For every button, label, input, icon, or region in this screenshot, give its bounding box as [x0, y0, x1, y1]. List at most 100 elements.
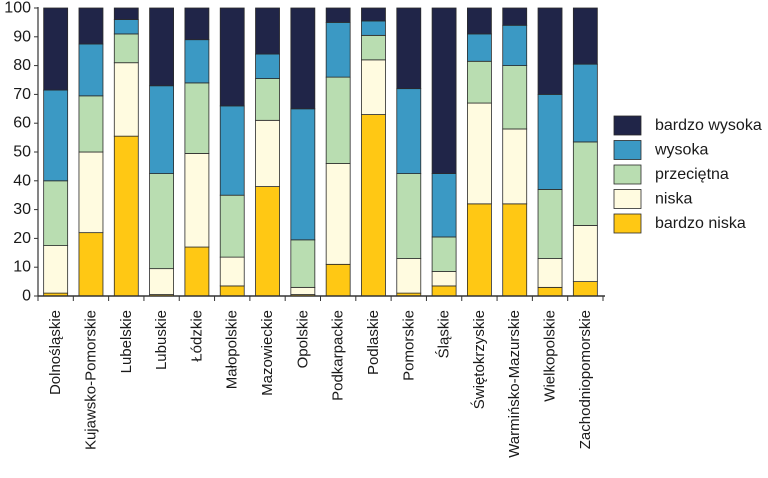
- category-label: Śląskie: [435, 310, 453, 358]
- bar-segment-6-4: [219, 105, 245, 196]
- bar-segment-10-2: [361, 59, 386, 115]
- bar-segment-7-3: [255, 78, 280, 121]
- bar-segment-7-4: [255, 53, 280, 79]
- bar-segment-1-2: [43, 245, 69, 294]
- bar-segment-6-1: [219, 285, 245, 297]
- bar-segment-2-4: [78, 43, 104, 97]
- bar-segment-7-1: [255, 186, 280, 297]
- legend-swatch: [613, 189, 642, 209]
- bar-segment-5-2: [184, 153, 210, 248]
- category-label: Lubelskie: [118, 310, 135, 373]
- bar-segment-9-2: [325, 163, 351, 265]
- category-label: Dolnośląskie: [47, 310, 64, 395]
- bar-segment-9-3: [325, 76, 351, 164]
- y-tick-label: 10: [13, 259, 31, 276]
- bar-segment-10-1: [361, 114, 386, 297]
- bar-segment-8-2: [290, 286, 316, 295]
- bar-segment-4-5: [149, 7, 174, 87]
- bar-segment-12-1: [431, 285, 457, 297]
- y-tick-label: 20: [13, 230, 31, 247]
- category-label: Wielkopolskie: [542, 310, 559, 402]
- bar-segment-4-4: [149, 85, 174, 174]
- bar-segment-3-4: [113, 19, 139, 35]
- bar-segment-1-3: [43, 180, 69, 247]
- bar-segment-8-4: [290, 108, 316, 241]
- category-label: Podlaskie: [365, 310, 382, 375]
- bar-segment-16-3: [572, 141, 598, 226]
- category-label: Podkarpackie: [330, 310, 347, 401]
- bar-segment-15-2: [537, 258, 563, 288]
- bar-segment-14-3: [502, 65, 528, 130]
- y-tick-label: 90: [13, 28, 31, 45]
- bar-segment-10-4: [361, 20, 386, 36]
- bar-segment-13-1: [467, 203, 492, 297]
- bar-segment-6-5: [219, 7, 245, 107]
- legend-swatch: [613, 140, 642, 160]
- bar-segment-10-3: [361, 34, 386, 61]
- legend: bardzo wysoka wysoka przeciętna niska bardzo…: [613, 115, 762, 234]
- y-tick-label: 70: [13, 86, 31, 103]
- bar-segment-6-3: [219, 194, 245, 258]
- bar-segment-8-5: [290, 7, 316, 110]
- category-label: Mazowieckie: [259, 310, 276, 396]
- legend-swatch: [613, 164, 642, 185]
- y-tick-label: 60: [13, 115, 31, 132]
- bar-segment-9-5: [325, 7, 351, 23]
- bar-segment-13-3: [467, 60, 492, 104]
- bar-segment-16-2: [572, 225, 598, 283]
- bar-segment-15-3: [537, 189, 563, 259]
- bars-layer: [43, 7, 598, 297]
- bar-segment-11-3: [396, 173, 422, 259]
- bar-segment-8-3: [290, 239, 316, 288]
- bar-segment-5-4: [184, 39, 210, 84]
- axis-layer: Dolnośląskie Kujawsko-Pomorskie Lubelskie L…: [4, 0, 605, 458]
- category-label: Lubuskie: [153, 310, 170, 370]
- bar-segment-16-5: [572, 7, 598, 65]
- bar-segment-9-1: [325, 263, 351, 297]
- bar-segment-16-4: [572, 63, 598, 143]
- category-label: Kujawsko-Pomorskie: [82, 310, 99, 450]
- y-tick-label: 80: [13, 57, 31, 74]
- bar-segment-4-2: [149, 268, 174, 295]
- category-label: Łódzkie: [188, 310, 205, 362]
- bar-segment-7-5: [255, 7, 280, 55]
- y-tick-label: 40: [13, 172, 31, 189]
- bar-segment-3-5: [113, 7, 139, 20]
- category-label: Pomorskie: [400, 310, 417, 381]
- legend-label: wysoka: [654, 142, 708, 159]
- bar-segment-5-3: [184, 82, 210, 154]
- bar-segment-2-5: [78, 7, 104, 45]
- y-tick-label: 0: [22, 288, 31, 305]
- bar-segment-15-4: [537, 94, 563, 190]
- bar-segment-3-1: [113, 135, 139, 297]
- legend-label: przeciętna: [655, 166, 729, 183]
- bar-segment-12-2: [431, 271, 457, 287]
- bar-segment-4-3: [149, 173, 174, 270]
- bar-segment-13-5: [467, 7, 492, 35]
- legend-swatch: [613, 213, 642, 234]
- bar-segment-2-1: [78, 232, 104, 297]
- bar-segment-12-5: [431, 7, 457, 175]
- bar-segment-14-5: [502, 7, 528, 26]
- bar-segment-14-2: [502, 128, 528, 205]
- legend-swatch: [613, 115, 642, 136]
- bar-segment-15-1: [537, 286, 563, 297]
- bar-segment-11-4: [396, 88, 422, 174]
- bar-segment-7-2: [255, 119, 280, 187]
- bar-segment-3-3: [113, 33, 139, 64]
- y-tick-label: 100: [4, 0, 31, 17]
- category-label: Warmińsko-Mazurskie: [506, 310, 523, 458]
- y-tick-label: 50: [13, 144, 31, 161]
- category-label: Małopolskie: [224, 310, 241, 389]
- bar-segment-5-5: [184, 7, 210, 41]
- bar-segment-2-3: [78, 95, 104, 153]
- bar-segment-14-4: [502, 24, 528, 67]
- bar-segment-14-1: [502, 203, 528, 297]
- bar-segment-13-4: [467, 33, 492, 62]
- bar-segment-12-4: [431, 173, 457, 238]
- y-tick-label: 30: [13, 201, 31, 218]
- category-label: Świętokrzyskie: [470, 310, 488, 409]
- category-label: Opolskie: [294, 310, 311, 368]
